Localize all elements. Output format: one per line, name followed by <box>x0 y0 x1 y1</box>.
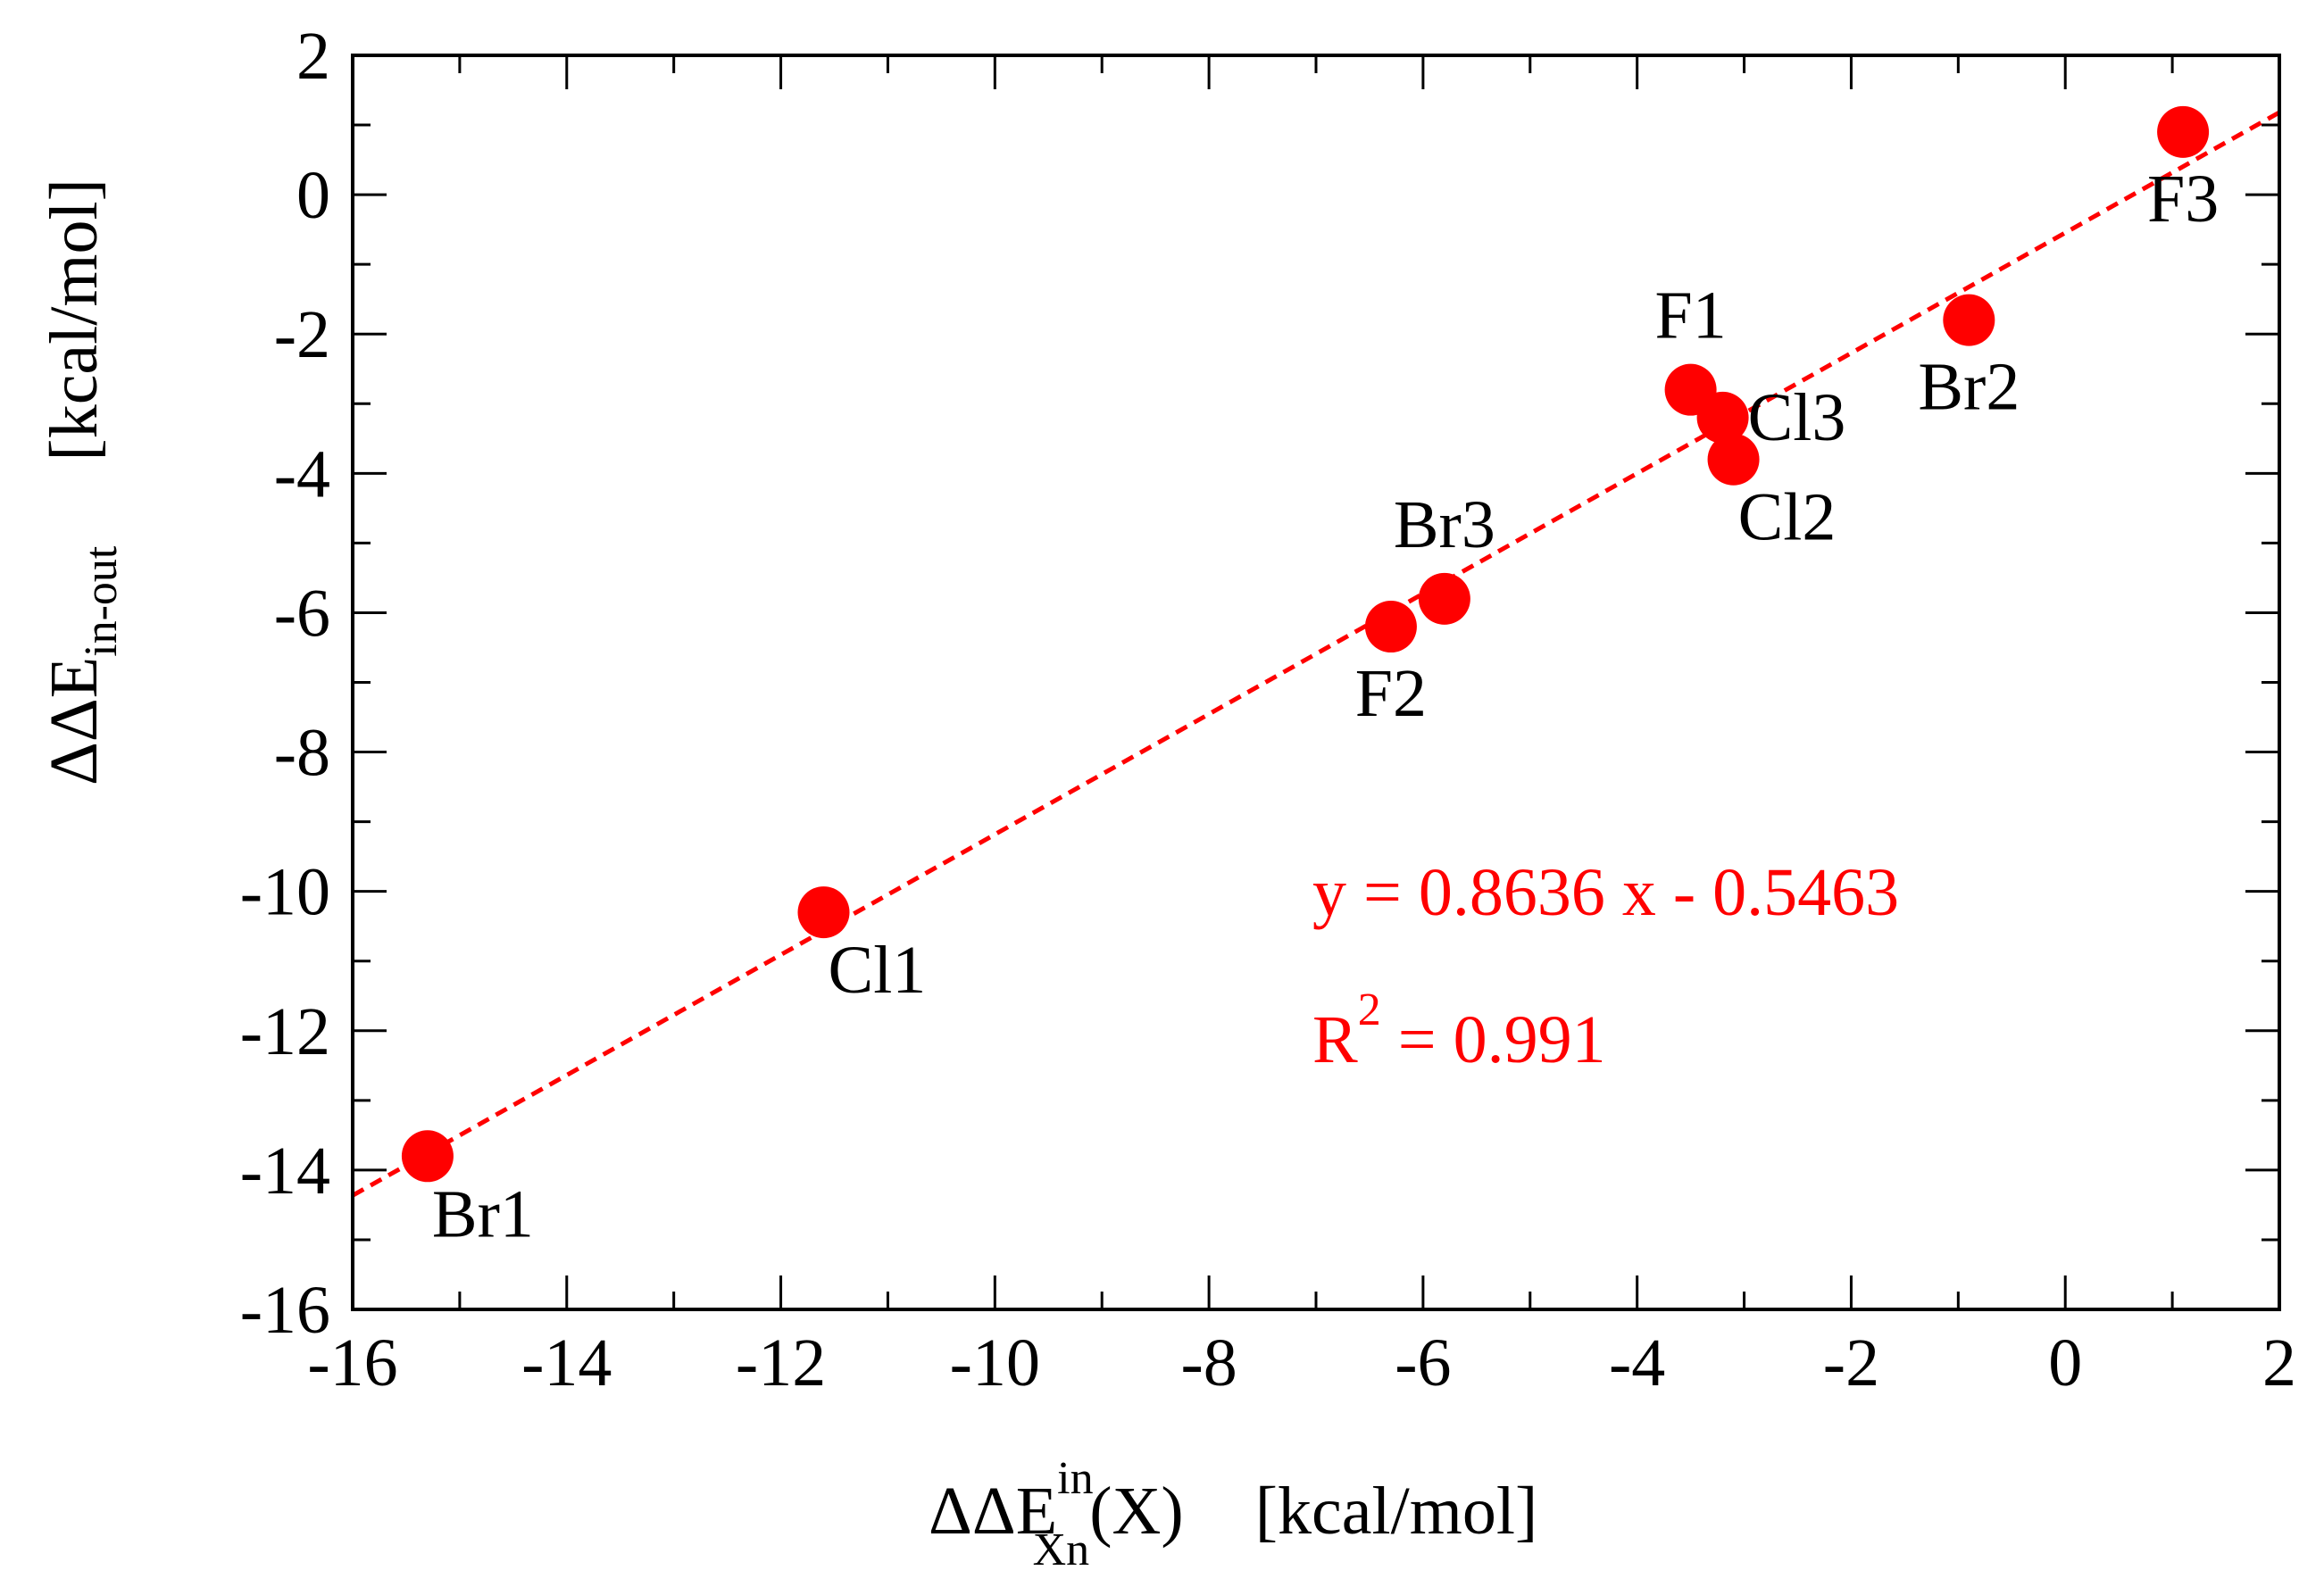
point-label: Cl3 <box>1748 380 1846 455</box>
x-tick-label: 2 <box>2262 1325 2296 1400</box>
data-point <box>1943 294 1995 346</box>
x-tick-label: -10 <box>950 1325 1040 1400</box>
data-point <box>1696 391 1749 444</box>
data-point <box>2157 105 2210 158</box>
point-label: Br2 <box>1918 350 2020 425</box>
y-tick-label: -8 <box>274 716 330 791</box>
point-label: Br3 <box>1394 487 1495 562</box>
x-tick-label: -14 <box>521 1325 612 1400</box>
y-tick-label: 0 <box>296 158 330 233</box>
point-label: F2 <box>1355 656 1427 731</box>
point-label: Br1 <box>432 1176 534 1251</box>
data-point <box>797 886 850 939</box>
x-tick-label: -2 <box>1823 1325 1879 1400</box>
data-point <box>1418 572 1470 625</box>
data-point <box>1364 601 1417 653</box>
y-tick-label: -12 <box>240 994 330 1069</box>
y-axis-title: ΔΔEin-out[kcal/mol] <box>37 179 127 785</box>
data-point <box>401 1130 454 1183</box>
y-tick-label: -16 <box>240 1273 330 1348</box>
point-label: Cl2 <box>1738 480 1837 555</box>
r-squared-label: R2 = 0.991 <box>1312 985 1606 1077</box>
plot-frame <box>351 54 2281 1311</box>
point-label: F1 <box>1654 278 1726 353</box>
y-tick-label: -10 <box>240 855 330 930</box>
x-tick-label: -6 <box>1395 1325 1451 1400</box>
point-label: F3 <box>2147 162 2219 237</box>
x-tick-label: 0 <box>2048 1325 2082 1400</box>
y-tick-label: 2 <box>296 19 330 94</box>
y-tick-label: -14 <box>240 1134 330 1209</box>
point-label: Cl1 <box>829 933 927 1008</box>
x-tick-label: -8 <box>1180 1325 1237 1400</box>
x-axis-title: ΔΔEin Xn(X) [kcal/mol] <box>929 1453 1537 1575</box>
y-tick-label: -6 <box>274 576 330 651</box>
fit-equation-label: y = 0.8636 x - 0.5463 <box>1312 855 1899 930</box>
x-tick-label: -12 <box>736 1325 826 1400</box>
x-tick-label: -16 <box>307 1325 397 1400</box>
y-tick-label: -4 <box>274 436 330 511</box>
x-tick-label: -4 <box>1609 1325 1665 1400</box>
y-tick-label: -2 <box>274 297 330 372</box>
data-point <box>1707 433 1760 486</box>
